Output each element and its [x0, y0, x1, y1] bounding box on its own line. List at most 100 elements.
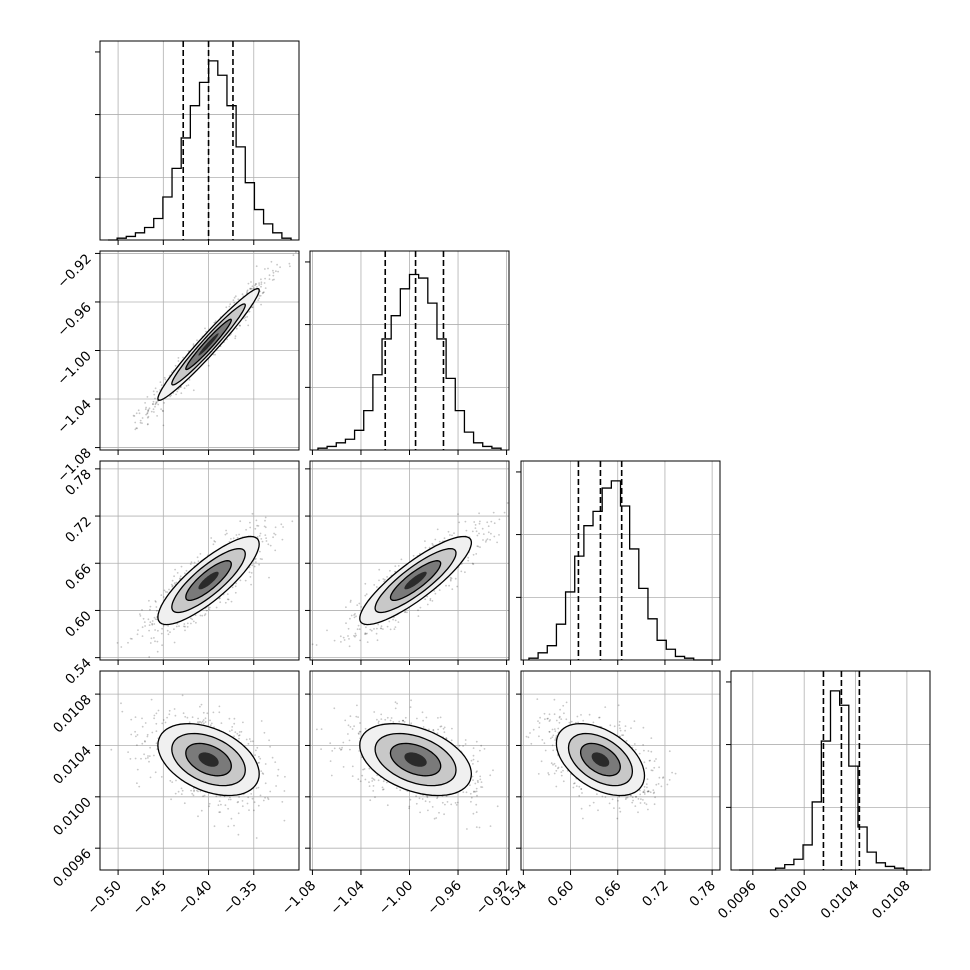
scatter-point [136, 427, 139, 430]
scatter-point [259, 757, 262, 760]
scatter-point [250, 281, 252, 283]
scatter-point [161, 409, 164, 412]
scatter-point [148, 407, 151, 410]
scatter-point [155, 401, 158, 403]
scatter-point [148, 656, 151, 658]
scatter-point [257, 525, 260, 527]
scatter-point [265, 540, 268, 542]
scatter-point [428, 728, 430, 731]
scatter-point [472, 758, 475, 761]
scatter-point [434, 592, 437, 595]
scatter-point [479, 546, 481, 549]
scatter-point [148, 755, 151, 757]
scatter-point [254, 754, 256, 756]
scatter-point [258, 284, 261, 286]
scatter-point [182, 712, 185, 715]
scatter-point [633, 720, 636, 723]
scatter-point [141, 417, 144, 419]
scatter-point [147, 423, 149, 425]
scatter-point [203, 722, 205, 725]
scatter-point [253, 801, 256, 804]
scatter-point [208, 606, 211, 609]
scatter-point [370, 629, 373, 632]
scatter-point [220, 803, 222, 806]
scatter-point [136, 734, 139, 736]
scatter-point [415, 802, 418, 805]
scatter-point [368, 767, 371, 770]
scatter-point [339, 635, 342, 638]
scatter-point [489, 825, 492, 827]
scatter-point [153, 393, 156, 396]
scatter-point [146, 396, 149, 398]
scatter-point [364, 727, 367, 730]
scatter-point [245, 738, 248, 741]
scatter-point [133, 415, 136, 417]
scatter-point [197, 560, 200, 563]
scatter-point [232, 299, 235, 302]
scatter-point [255, 561, 257, 563]
scatter-point [351, 765, 354, 768]
scatter-point [471, 530, 474, 533]
scatter-point [277, 270, 279, 273]
scatter-point [479, 778, 482, 781]
scatter-point [453, 532, 455, 535]
scatter-point [199, 721, 202, 723]
scatter-point [238, 533, 241, 536]
scatter-point [120, 702, 122, 705]
scatter-point [249, 740, 252, 743]
scatter-point [330, 774, 333, 777]
scatter-point [264, 782, 267, 785]
scatter-point [343, 639, 346, 641]
scatter-point [141, 717, 143, 720]
scatter-point [485, 539, 488, 542]
scatter-point [372, 785, 375, 787]
scatter-point [643, 761, 646, 764]
scatter-point [383, 580, 385, 583]
scatter-point [489, 774, 492, 777]
scatter-point [478, 522, 481, 525]
scatter-point [331, 750, 334, 752]
scatter-point [421, 711, 424, 714]
scatter-point [349, 599, 352, 602]
scatter-point [389, 719, 392, 722]
scatter-point [451, 588, 454, 591]
scatter-point [472, 553, 475, 556]
scatter-point [274, 533, 277, 536]
scatter-point [153, 717, 156, 720]
scatter-point [356, 704, 358, 707]
scatter-point [250, 572, 253, 574]
scatter-point [253, 565, 256, 568]
scatter-point [498, 534, 500, 536]
x-tick-label-1-3: −0.96 [424, 878, 465, 919]
scatter-point [389, 628, 392, 631]
scatter-point [394, 701, 397, 704]
scatter-point [255, 519, 258, 522]
scatter-point [490, 520, 493, 523]
scatter-point [167, 633, 170, 636]
scatter-point [140, 757, 142, 760]
scatter-point [192, 343, 195, 346]
scatter-point [144, 402, 147, 404]
scatter-point [254, 557, 257, 560]
scatter-point [163, 376, 166, 379]
scatter-point [395, 787, 398, 789]
scatter-point [268, 576, 270, 579]
scatter-point [138, 412, 141, 415]
scatter-point [371, 780, 374, 782]
scatter-point [454, 802, 457, 804]
scatter-point [373, 628, 375, 630]
scatter-point [342, 766, 345, 768]
scatter-point [652, 789, 655, 791]
scatter-point [381, 786, 384, 789]
scatter-point [267, 543, 270, 546]
scatter-point [364, 778, 367, 781]
scatter-point [186, 626, 189, 628]
scatter-point [415, 795, 417, 798]
scatter-point [238, 324, 241, 327]
scatter-point [276, 774, 279, 777]
scatter-point [170, 371, 173, 373]
scatter-point [354, 613, 356, 615]
scatter-point [236, 801, 239, 804]
scatter-point [160, 776, 163, 778]
panel-frame [99, 460, 300, 661]
